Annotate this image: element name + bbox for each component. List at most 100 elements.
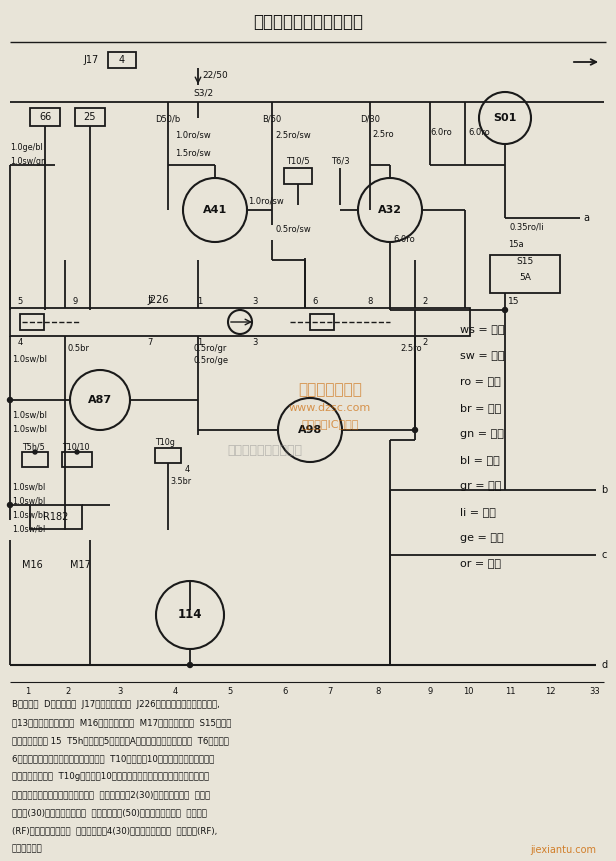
Text: A87: A87 xyxy=(88,395,112,405)
Text: 6.0ro: 6.0ro xyxy=(430,128,452,137)
Circle shape xyxy=(413,428,418,432)
Text: 2.5ro: 2.5ro xyxy=(372,130,394,139)
Bar xyxy=(490,255,560,293)
Text: B/50: B/50 xyxy=(262,115,282,124)
Text: 1.5ro/sw: 1.5ro/sw xyxy=(175,148,211,157)
Text: ge = 黄色: ge = 黄色 xyxy=(460,533,504,543)
Bar xyxy=(10,308,470,336)
Text: J17: J17 xyxy=(83,55,98,65)
Text: 1.0sw/bl: 1.0sw/bl xyxy=(12,510,45,519)
Text: 4: 4 xyxy=(17,338,23,347)
Text: M16: M16 xyxy=(22,560,43,570)
Text: 9: 9 xyxy=(428,687,432,696)
Text: 5: 5 xyxy=(17,297,23,306)
Text: D50/b: D50/b xyxy=(155,115,180,124)
Text: 2: 2 xyxy=(65,687,71,696)
Text: M17: M17 xyxy=(70,560,91,570)
Text: 6.0ro: 6.0ro xyxy=(393,235,415,244)
Text: ws = 白色: ws = 白色 xyxy=(460,325,505,335)
Circle shape xyxy=(75,450,79,454)
Text: R182: R182 xyxy=(43,512,69,522)
Text: 极连接(30)，在仪表板线束内  ⓣ－正极连接(50)，在仪表板线束为  ⓤ－连接: 极连接(30)，在仪表板线束内 ⓣ－正极连接(50)，在仪表板线束为 ⓤ－连接 xyxy=(12,808,207,817)
Bar xyxy=(310,314,334,330)
Text: 5A: 5A xyxy=(519,274,531,282)
Text: 1.0sw/bl: 1.0sw/bl xyxy=(12,525,45,534)
Text: br = 棕色: br = 棕色 xyxy=(460,403,501,413)
Text: 4: 4 xyxy=(172,687,177,696)
Bar xyxy=(284,168,312,184)
Text: 0.5ro/ge: 0.5ro/ge xyxy=(193,356,228,365)
Text: T5h/5: T5h/5 xyxy=(22,443,45,452)
Text: 25: 25 xyxy=(84,112,96,122)
Text: (RF)，在仪表板线束内  ⓥ－正极连接4(30)，在仪表板线束内  ⓦ－连接(RF),: (RF)，在仪表板线束内 ⓥ－正极连接4(30)，在仪表板线束内 ⓦ－连接(RF… xyxy=(12,826,217,835)
Bar xyxy=(22,452,48,467)
Circle shape xyxy=(503,307,508,313)
Text: 8: 8 xyxy=(375,687,381,696)
Text: or = 橙色: or = 橙色 xyxy=(460,559,501,569)
Text: gr = 灰色: gr = 灰色 xyxy=(460,481,501,491)
Text: A32: A32 xyxy=(378,205,402,215)
Text: 4: 4 xyxy=(185,465,190,474)
Text: 在车内线束内: 在车内线束内 xyxy=(12,844,43,853)
Text: ⓘ－接耳连接，在自动变速器线束内  ⓡ－螺栓连接2(30)，在继电器盘上  ⓢ－正: ⓘ－接耳连接，在自动变速器线束内 ⓡ－螺栓连接2(30)，在继电器盘上 ⓢ－正 xyxy=(12,790,210,799)
Bar xyxy=(30,108,60,126)
Text: 8: 8 xyxy=(367,297,373,306)
Text: T10g: T10g xyxy=(155,438,175,447)
Text: 体内，流水槽左侧  T10g－插头，10孔，灰色，在插头保护壳体内，流水槽左侧: 体内，流水槽左侧 T10g－插头，10孔，灰色，在插头保护壳体内，流水槽左侧 xyxy=(12,772,209,781)
Text: 3: 3 xyxy=(253,297,257,306)
Text: 22/50: 22/50 xyxy=(202,70,228,79)
Text: 7: 7 xyxy=(327,687,333,696)
Text: B－启动机  D－点火开关  J17－燃油泵继电器  J226－启动锁止及倒车灯继电器,: B－启动机 D－点火开关 J17－燃油泵继电器 J226－启动锁止及倒车灯继电器… xyxy=(12,700,220,709)
Text: S01: S01 xyxy=(493,113,517,123)
Circle shape xyxy=(33,450,37,454)
Bar xyxy=(20,314,44,330)
Text: 3.5br: 3.5br xyxy=(170,477,191,486)
Text: 2: 2 xyxy=(423,297,428,306)
Text: 1: 1 xyxy=(25,687,31,696)
Text: www.dzsc.com: www.dzsc.com xyxy=(289,403,371,413)
Bar xyxy=(62,452,92,467)
Text: jiexiantu.com: jiexiantu.com xyxy=(530,845,596,855)
Text: 0.5ro/gr: 0.5ro/gr xyxy=(193,344,226,353)
Text: 0.5br: 0.5br xyxy=(68,344,90,353)
Text: 7: 7 xyxy=(147,338,153,347)
Text: ro = 红色: ro = 红色 xyxy=(460,377,501,387)
Text: gn = 绿色: gn = 绿色 xyxy=(460,429,504,439)
Text: J226: J226 xyxy=(147,295,169,305)
Text: 10: 10 xyxy=(463,687,473,696)
Text: 1.0ge/bl: 1.0ge/bl xyxy=(10,144,43,152)
Text: a: a xyxy=(583,213,589,223)
Text: 维库电子市场网: 维库电子市场网 xyxy=(298,382,362,398)
Text: A41: A41 xyxy=(203,205,227,215)
Text: 2: 2 xyxy=(423,338,428,347)
Text: 1: 1 xyxy=(197,338,203,347)
Text: D/30: D/30 xyxy=(360,115,380,124)
Text: 9: 9 xyxy=(72,297,78,306)
Text: S15: S15 xyxy=(516,257,533,267)
Text: 66: 66 xyxy=(39,112,51,122)
Text: 1.0sw/bl: 1.0sw/bl xyxy=(12,410,47,419)
Text: 6孔，棕色，在插头壳体内，流水槽左侧  T10－插头，10孔，橙色，在插头保护壳: 6孔，棕色，在插头壳体内，流水槽左侧 T10－插头，10孔，橙色，在插头保护壳 xyxy=(12,754,214,763)
Text: 15: 15 xyxy=(508,298,519,307)
Text: 3: 3 xyxy=(117,687,123,696)
Text: 2.5ro: 2.5ro xyxy=(400,344,421,353)
Text: 5: 5 xyxy=(227,687,233,696)
Bar xyxy=(155,448,181,463)
Circle shape xyxy=(7,503,12,507)
Text: 114: 114 xyxy=(178,609,202,622)
Circle shape xyxy=(187,662,192,667)
Text: 4: 4 xyxy=(119,55,125,65)
Text: 7: 7 xyxy=(147,297,153,306)
Text: S3/2: S3/2 xyxy=(193,88,213,97)
Text: 1.0sw/bl: 1.0sw/bl xyxy=(12,496,45,505)
Text: 2.5ro/sw: 2.5ro/sw xyxy=(275,130,310,139)
Text: T6/3: T6/3 xyxy=(331,156,349,165)
Text: 启动锁止及倒车灯继电器: 启动锁止及倒车灯继电器 xyxy=(253,13,363,31)
Text: 1.0ro/sw: 1.0ro/sw xyxy=(248,196,284,205)
Text: li = 紫色: li = 紫色 xyxy=(460,507,496,517)
Text: 1.0sw/bl: 1.0sw/bl xyxy=(12,354,47,363)
Text: 1.0ro/sw: 1.0ro/sw xyxy=(175,130,211,139)
Text: 12: 12 xyxy=(545,687,555,696)
Text: 6: 6 xyxy=(282,687,288,696)
Text: 1.0sw/bl: 1.0sw/bl xyxy=(12,482,45,491)
